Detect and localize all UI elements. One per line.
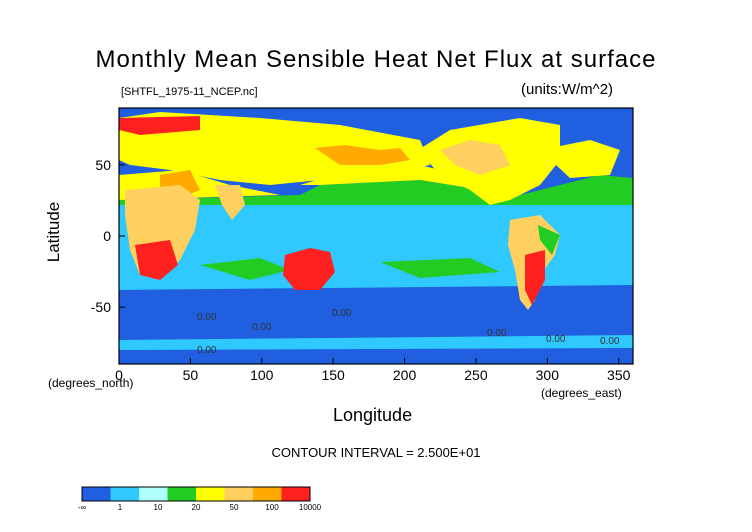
colorbar-label: 50 [229,503,239,512]
colorbar-swatch [196,487,225,501]
colorbar [81,486,311,502]
colorbar-swatch [281,487,310,501]
x-tick-label: 350 [607,367,631,383]
x-tick-label: 0 [115,367,123,383]
x-tick-label: 150 [321,367,345,383]
y-tick-label: 0 [103,228,111,244]
colorbar-swatch [167,487,196,501]
india [215,185,245,220]
x-tick-marks [118,358,620,364]
greenland-region [540,140,620,178]
colorbar-label: 10 [153,503,163,512]
contour-label: 0.00 [487,328,507,339]
contour-label: 0.00 [600,336,620,347]
colorbar-label: 10000 [298,503,322,512]
north-pacific-yellow [300,165,470,188]
australia [283,248,335,290]
arctic-red [119,116,200,135]
south-pacific-green [380,258,500,278]
north-america-mid [440,140,510,175]
contour-label: 0.00 [332,308,352,319]
x-tick-label: 100 [250,367,274,383]
colorbar-swatch [224,487,253,501]
x-axis-label: Longitude [333,405,413,425]
x-axis-unit: (degrees_east) [541,386,622,400]
chart-title: Monthly Mean Sensible Heat Net Flux at s… [95,46,657,73]
colorbar-swatch [253,487,282,501]
x-tick-label: 250 [464,367,488,383]
x-tick-label: 50 [182,367,199,383]
antarctic-edge [119,348,633,364]
south-ocean-cyan [119,260,633,290]
contour-interval-label: CONTOUR INTERVAL = 2.500E+01 [271,445,481,460]
colorbar-label: 100 [265,503,279,512]
y-axis-unit: (degrees_north) [48,376,134,390]
colorbar-frame [81,486,311,502]
x-tick-label: 200 [392,367,417,383]
file-label: [SHTFL_1975-11_NCEP.nc] [121,86,258,98]
contour-label: 0.00 [197,345,217,356]
contour-label: 0.00 [546,334,566,345]
contour-label: 0.00 [197,312,217,323]
y-tick-label: 50 [95,156,111,173]
x-tick-label: 300 [535,367,560,383]
y-tick-marks [119,164,125,308]
colorbar-label: 1 [117,503,123,512]
colorbar-swatch [82,487,111,501]
colorbar-label: 20 [191,503,201,512]
contour-label: 0.00 [252,322,272,333]
indian-ocean-green [200,258,290,280]
colorbar-label: -∞ [77,503,87,512]
units-label: (units:W/m^2) [521,81,614,98]
andes-red [525,250,545,305]
colorbar-swatch [110,487,139,501]
siberia-orange [315,145,410,165]
southern-africa-red [135,240,178,280]
amazon-green [538,225,560,255]
colorbar-swatch [139,487,168,501]
y-tick-label: -50 [90,299,111,316]
